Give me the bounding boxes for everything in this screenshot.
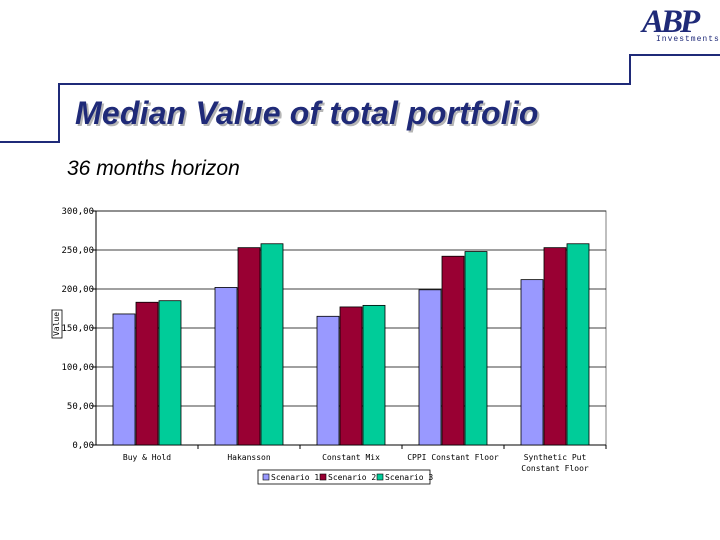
legend-swatch-1	[262, 473, 270, 481]
legend-label-2: Scenario 2	[328, 473, 376, 482]
bar-1-scenario-3	[158, 300, 182, 446]
x-category-label-1: Buy & Hold	[123, 453, 171, 462]
y-tick-label-0: 0,00	[72, 441, 94, 451]
bar-2-scenario-1	[214, 287, 238, 446]
bar-5-scenario-3	[566, 243, 590, 446]
legend-swatch-2	[319, 473, 327, 481]
x-category-label-5: Synthetic Put Constant Floor	[521, 453, 589, 473]
bar-4-scenario-1	[418, 289, 442, 446]
legend-box	[257, 469, 431, 485]
abp-logo: ABP Investments	[638, 4, 719, 44]
bar-3-scenario-3	[362, 304, 386, 446]
frame-line-top	[631, 54, 720, 56]
bar-3-scenario-2	[339, 306, 363, 446]
frame-line-vertical-left	[58, 83, 60, 143]
bar-5-scenario-1	[520, 279, 544, 446]
logo-mark: ABP	[642, 4, 700, 40]
legend-label-1: Scenario 1	[271, 473, 319, 482]
y-tick-label-1: 50,00	[67, 402, 94, 412]
y-axis-label: Value	[52, 312, 61, 336]
frame-line-vertical-right	[629, 54, 631, 85]
slide-subtitle: 36 months horizon	[67, 157, 240, 180]
bar-5-scenario-2	[543, 247, 567, 446]
x-category-label-2: Hakansson	[227, 453, 271, 462]
y-tick-label-5: 250,00	[61, 246, 94, 256]
bar-4-scenario-3	[464, 251, 488, 446]
logo-subtitle: Investments	[656, 35, 720, 44]
y-tick-label-6: 300,00	[61, 207, 94, 217]
bar-1-scenario-1	[112, 313, 136, 446]
y-tick-label-4: 200,00	[61, 285, 94, 295]
x-category-label-3: Constant Mix	[322, 453, 380, 462]
legend-swatch-3	[376, 473, 384, 481]
bar-2-scenario-2	[237, 247, 261, 446]
y-tick-label-2: 100,00	[61, 363, 94, 373]
slide-title: Median Value of total portfolio	[75, 95, 539, 131]
y-axis-label-box	[51, 309, 63, 339]
legend-label-3: Scenario 3	[385, 473, 433, 482]
frame-line-bottom	[0, 141, 60, 143]
bar-4-scenario-2	[441, 255, 465, 446]
bar-3-scenario-1	[316, 315, 340, 446]
bar-1-scenario-2	[135, 301, 159, 446]
frame-line-middle	[58, 83, 631, 85]
x-category-label-4: CPPI Constant Floor	[407, 453, 499, 462]
y-tick-label-3: 150,00	[61, 324, 94, 334]
bar-2-scenario-3	[260, 243, 284, 446]
